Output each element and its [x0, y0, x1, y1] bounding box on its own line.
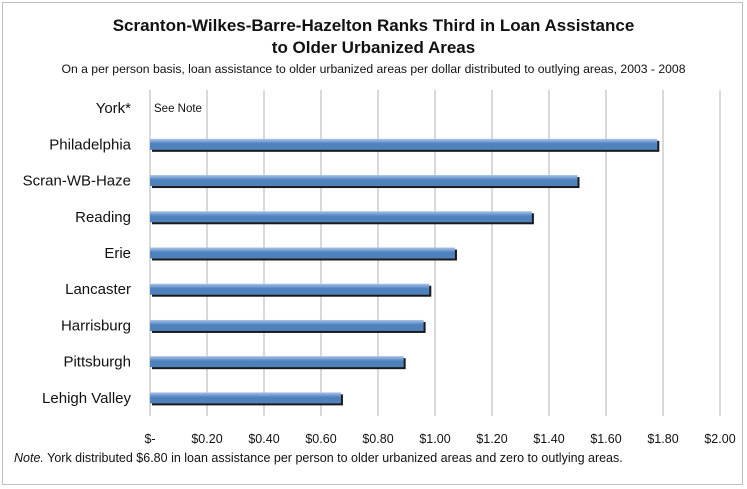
bar: [150, 211, 532, 223]
x-tick-label: $-: [144, 432, 155, 446]
bar: [150, 175, 578, 187]
x-tick-label: $1.20: [476, 432, 507, 446]
category-label: Lehigh Valley: [42, 390, 131, 407]
chart-title-line1: Scranton-Wilkes-Barre-Hazelton Ranks Thi…: [112, 16, 635, 35]
note-text: York distributed $6.80 in loan assistanc…: [43, 451, 623, 465]
note-label: Note.: [14, 451, 44, 465]
bar: [150, 247, 455, 259]
x-tick-label: $0.60: [305, 432, 336, 446]
category-label: Scran-WB-Haze: [23, 173, 131, 190]
bar: [150, 138, 658, 150]
bar: [150, 283, 430, 295]
bar: [150, 392, 341, 404]
x-tick-label: $1.60: [590, 432, 621, 446]
bar: [150, 319, 424, 331]
category-label: Lancaster: [65, 281, 131, 298]
category-label: Erie: [104, 245, 131, 262]
chart-subtitle: On a per person basis, loan assistance t…: [61, 62, 686, 76]
bar: [150, 356, 404, 368]
category-label: Philadelphia: [49, 136, 131, 153]
chart-frame: [2, 2, 743, 485]
x-tick-label: $0.80: [362, 432, 393, 446]
annotation-see-note: See Note: [154, 103, 202, 115]
x-tick-label: $1.00: [419, 432, 450, 446]
category-label: Pittsburgh: [63, 354, 131, 371]
chart-title-line2: to Older Urbanized Areas: [271, 38, 476, 57]
x-tick-label: $0.20: [191, 432, 222, 446]
category-label: Harrisburg: [61, 317, 131, 334]
category-label: Reading: [75, 209, 131, 226]
x-tick-label: $1.40: [533, 432, 564, 446]
x-tick-label: $2.00: [704, 432, 735, 446]
x-tick-label: $0.40: [248, 432, 279, 446]
chart-note: Note. York distributed $6.80 in loan ass…: [14, 449, 734, 468]
x-tick-label: $1.80: [647, 432, 678, 446]
category-label: York*: [96, 100, 131, 117]
